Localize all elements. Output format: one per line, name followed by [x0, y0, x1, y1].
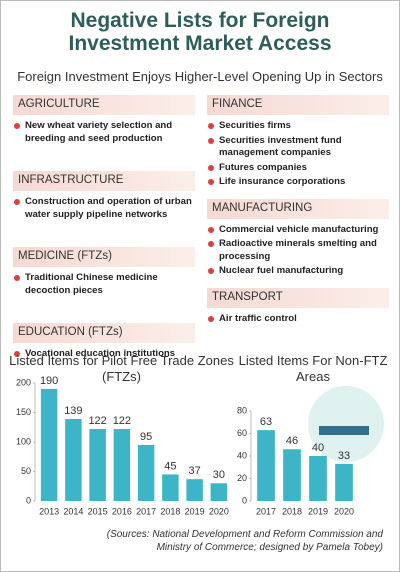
- sector-heading: TRANSPORT: [207, 287, 389, 308]
- bar: [210, 483, 228, 501]
- bar: [283, 449, 301, 501]
- value-label: 63: [260, 416, 272, 428]
- value-label: 139: [64, 405, 82, 417]
- sector-item: Life insurance corporations: [207, 176, 389, 189]
- bar: [162, 474, 179, 501]
- sector-item: Radioactive minerals smelting and proces…: [207, 238, 389, 263]
- sector-heading: EDUCATION (FTZs): [13, 323, 195, 343]
- sector-item: Air traffic control: [207, 313, 389, 326]
- bar: [137, 444, 155, 501]
- title: Negative Lists for Foreign Investment Ma…: [68, 9, 332, 55]
- sector: TRANSPORT Air traffic control: [207, 287, 389, 326]
- y-tick-label: 50: [21, 466, 31, 476]
- x-tick-label: 2020: [334, 506, 354, 516]
- bar: [113, 429, 131, 501]
- x-tick-label: 2017: [256, 506, 276, 516]
- value-label: 46: [286, 435, 298, 447]
- bar: [257, 430, 275, 501]
- x-tick-label: 2019: [308, 506, 328, 516]
- value-label: 45: [164, 460, 176, 472]
- x-tick-label: 2014: [63, 506, 83, 516]
- value-label: 33: [338, 450, 350, 462]
- value-label: 30: [213, 469, 225, 481]
- bar: [186, 479, 203, 501]
- chart-title: Listed Items for Pilot Free Trade Zones …: [9, 353, 234, 384]
- x-tick-label: 2017: [136, 506, 156, 516]
- y-tick-label: 150: [16, 407, 31, 417]
- bar: [65, 418, 82, 501]
- y-tick-label: 0: [26, 495, 31, 505]
- sector-heading: AGRICULTURE: [13, 95, 195, 115]
- sector-item: New wheat variety selection and breeding…: [13, 120, 195, 145]
- sector-heading: FINANCE: [207, 95, 389, 115]
- sector-item: Securities investment fund management co…: [207, 135, 389, 160]
- bar: [40, 388, 58, 501]
- sector-item: Securities firms: [207, 120, 389, 133]
- x-tick-label: 2018: [282, 506, 302, 516]
- sector: MEDICINE (FTZs) Traditional Chinese medic…: [13, 247, 195, 297]
- sector: MANUFACTURING Commercial vehicle manufact…: [207, 198, 389, 278]
- sector-heading: MANUFACTURING: [207, 198, 389, 219]
- y-tick-label: 20: [237, 473, 247, 483]
- subtitle: Foreign Investment Enjoys Higher-Level O…: [17, 69, 383, 84]
- value-label: 122: [113, 415, 131, 427]
- x-tick-label: 2016: [112, 506, 132, 516]
- sector: AGRICULTURE New wheat variety selection a…: [13, 95, 195, 145]
- sector-item: Vocational education institutions: [13, 348, 195, 361]
- value-label: 122: [88, 415, 106, 427]
- ship-illustration: [308, 386, 384, 462]
- bar: [89, 429, 106, 501]
- x-tick-label: 2013: [39, 506, 59, 516]
- sector-item: Nuclear fuel manufacturing: [207, 265, 389, 278]
- y-tick-label: 200: [16, 377, 31, 387]
- sector-heading: MEDICINE (FTZs): [13, 247, 195, 267]
- y-tick-label: 60: [237, 428, 247, 438]
- bar: [335, 463, 353, 501]
- x-tick-label: 2018: [160, 506, 180, 516]
- chart-title: Listed Items For Non-FTZ Areas: [238, 353, 388, 384]
- y-tick-label: 80: [237, 405, 247, 415]
- source: (Sources: National Development and Refor…: [106, 529, 383, 553]
- x-tick-label: 2019: [185, 506, 205, 516]
- y-tick-label: 40: [237, 450, 247, 460]
- ship-illustration: [319, 426, 369, 435]
- sector-item: Construction and operation of urban wate…: [13, 196, 195, 221]
- sector-item: Commercial vehicle manufacturing: [207, 224, 389, 237]
- value-label: 190: [40, 375, 58, 387]
- x-tick-label: 2015: [88, 506, 108, 516]
- value-label: 40: [312, 442, 324, 454]
- sector-column: AGRICULTURE New wheat variety selection a…: [13, 95, 195, 387]
- sector: FINANCE Securities firms Securities invest…: [207, 95, 389, 189]
- x-tick-label: 2020: [209, 506, 229, 516]
- y-tick-label: 100: [16, 436, 31, 446]
- sector-heading: INFRASTRUCTURE: [13, 171, 195, 191]
- sector-column: FINANCE Securities firms Securities invest…: [207, 95, 389, 335]
- sector-item: Futures companies: [207, 162, 389, 175]
- sector-item: Traditional Chinese medicine decoction p…: [13, 272, 195, 297]
- sector: EDUCATION (FTZs) Vocational education ins…: [13, 323, 195, 361]
- bar: [309, 456, 327, 501]
- value-label: 95: [140, 431, 152, 443]
- value-label: 37: [189, 465, 201, 477]
- sector: INFRASTRUCTURE Construction and operation…: [13, 171, 195, 221]
- y-tick-label: 0: [242, 495, 247, 505]
